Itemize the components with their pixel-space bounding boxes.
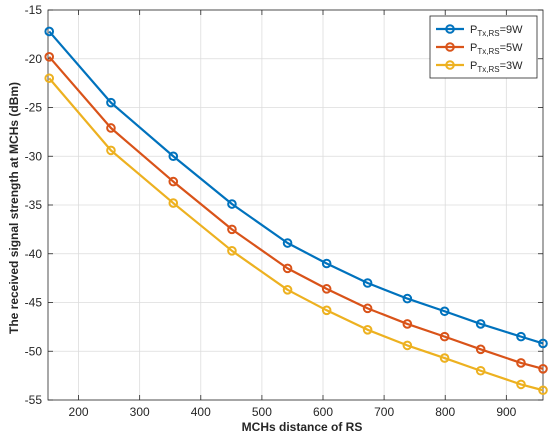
x-tick-label: 400	[191, 405, 211, 419]
data-point	[439, 353, 450, 363]
x-tick-label: 500	[252, 405, 272, 419]
series-line	[48, 56, 544, 370]
data-point	[282, 238, 293, 248]
data-point	[321, 305, 332, 316]
data-point	[362, 278, 373, 288]
data-point	[538, 338, 548, 349]
x-tick-label: 600	[313, 405, 333, 419]
data-point	[106, 97, 116, 108]
series-group	[44, 52, 548, 374]
y-tick-label: -45	[25, 296, 43, 310]
legend-item: PTx,RS=9W	[436, 24, 523, 38]
x-tick-label: 900	[496, 405, 516, 419]
legend-label: PTx,RS=5W	[470, 42, 523, 56]
x-tick-label: 800	[435, 405, 455, 419]
data-point	[475, 365, 486, 376]
data-point	[402, 340, 413, 351]
data-point	[44, 26, 55, 37]
data-point	[227, 199, 237, 209]
data-point	[106, 123, 116, 133]
data-point	[439, 331, 450, 342]
series-group	[44, 26, 548, 349]
y-tick-label: -25	[25, 101, 43, 115]
data-point	[44, 73, 55, 84]
data-point	[362, 325, 373, 335]
y-axis-label: The received signal strength at MCHs (dB…	[7, 82, 21, 334]
data-point	[475, 319, 486, 329]
data-point	[362, 303, 373, 314]
x-tick-label: 200	[69, 405, 89, 419]
data-point	[321, 258, 332, 269]
data-point	[516, 379, 526, 390]
series-group	[44, 73, 548, 396]
data-point	[538, 385, 548, 396]
legend-marker-swatch	[445, 60, 455, 70]
data-point	[168, 176, 179, 187]
data-point	[439, 306, 450, 317]
legend-marker-swatch	[445, 24, 455, 34]
y-tick-label: -35	[25, 198, 43, 212]
legend-label: PTx,RS=3W	[470, 60, 523, 74]
series-layer	[44, 26, 548, 396]
x-tick-label: 700	[374, 405, 394, 419]
data-point	[321, 284, 332, 294]
y-tick-label: -30	[25, 149, 43, 163]
data-point	[106, 145, 116, 156]
data-point	[282, 285, 293, 295]
data-point	[44, 52, 55, 62]
legend-item: PTx,RS=5W	[436, 42, 523, 56]
legend-label: PTx,RS=9W	[470, 24, 523, 38]
data-point	[516, 358, 526, 368]
series-line	[48, 30, 544, 345]
y-tick-label: -50	[25, 344, 43, 358]
data-point	[475, 344, 486, 355]
series-line	[48, 77, 544, 392]
data-point	[282, 263, 293, 274]
data-point	[227, 246, 237, 256]
data-point	[168, 198, 179, 208]
y-tick-label: -15	[25, 3, 43, 17]
legend: PTx,RS=9W PTx,RS=5W PTx,RS=3W	[429, 15, 538, 79]
data-point	[402, 293, 413, 304]
data-point	[227, 224, 237, 235]
y-tick-label: -40	[25, 247, 43, 261]
x-axis-label: MCHs distance of RS	[242, 420, 363, 434]
data-point	[402, 319, 413, 329]
x-tick-label: 300	[130, 405, 150, 419]
y-tick-label: -20	[25, 52, 43, 66]
y-tick-label: -55	[25, 393, 43, 407]
data-point	[168, 151, 179, 162]
data-point	[538, 364, 548, 374]
legend-item: PTx,RS=3W	[436, 60, 523, 74]
legend-marker-swatch	[445, 42, 455, 52]
data-point	[516, 331, 526, 342]
axes-layer: 200 300 400 500 600 700 800 900 -15 -20 -25 -30 -35 -…	[25, 3, 544, 419]
